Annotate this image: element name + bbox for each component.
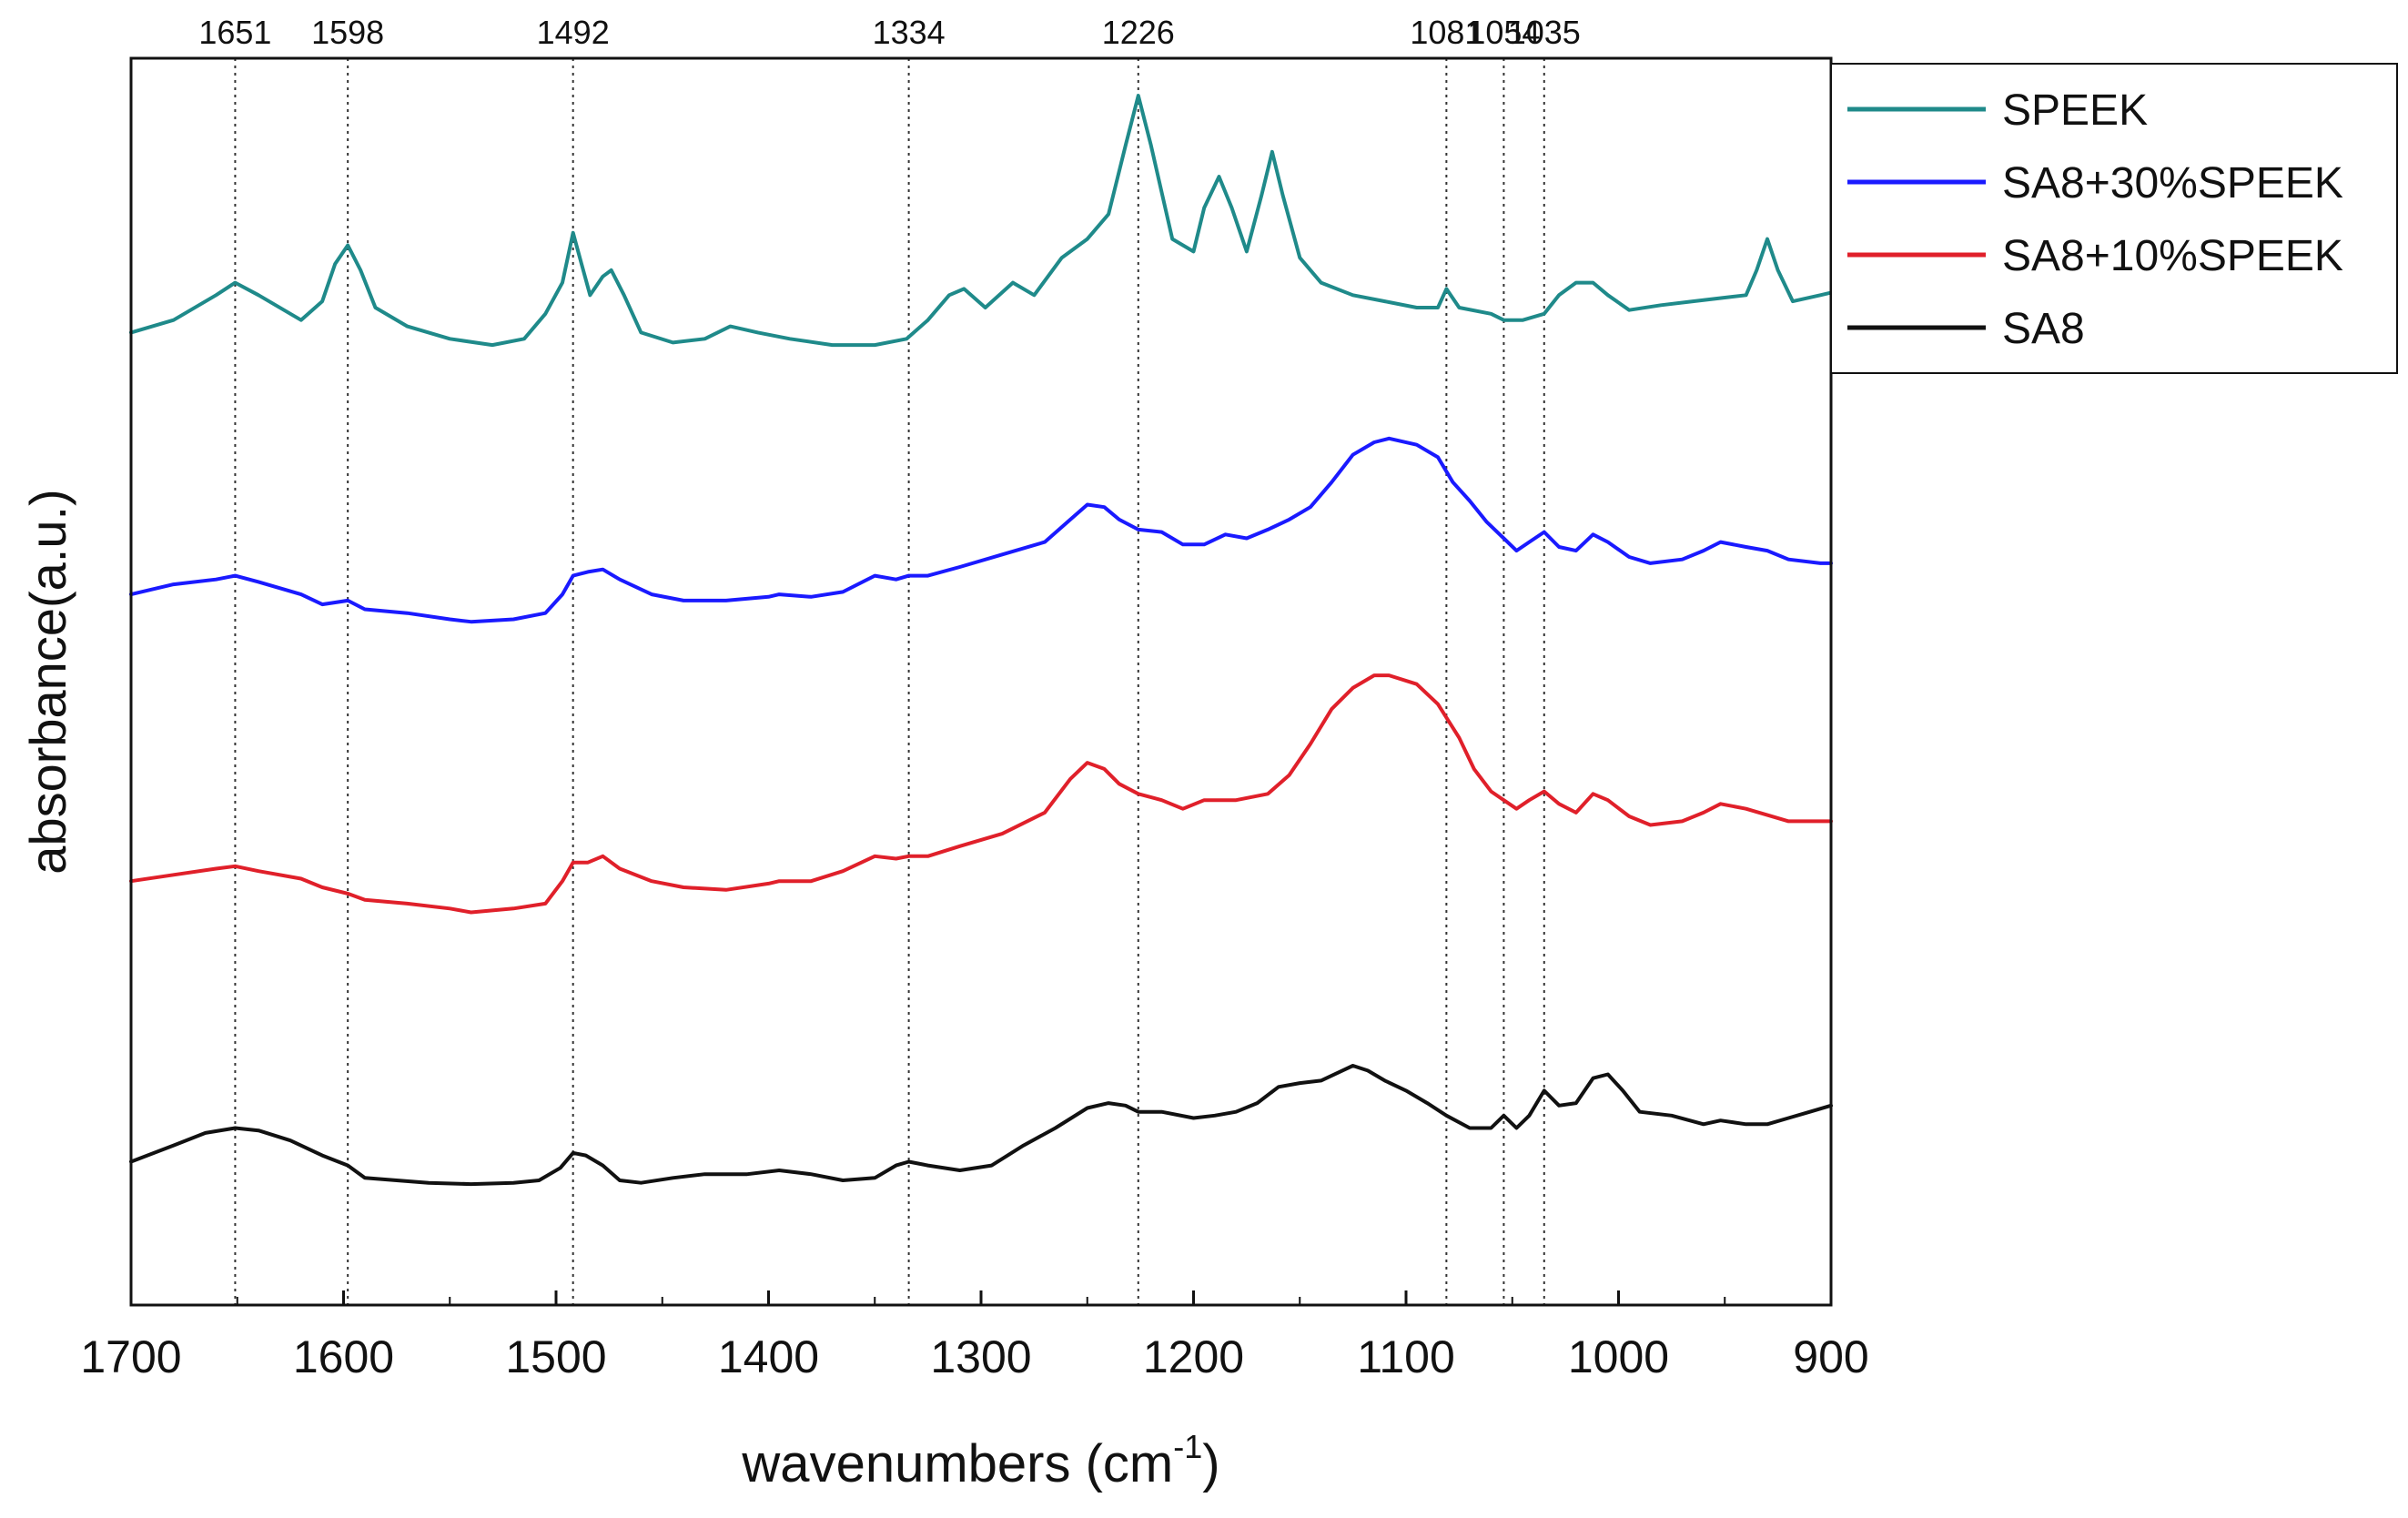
x-tick-label-900: 900 (1793, 1331, 1868, 1382)
x-tick-label-1700: 1700 (80, 1331, 181, 1382)
x-tick-label-1200: 1200 (1143, 1331, 1244, 1382)
y-axis-label: absorbance(a.u.) (19, 489, 76, 874)
plot-background (131, 58, 1831, 1305)
series-line-SA8+10%SPEEK (129, 673, 1833, 915)
reference-label-1226: 1226 (1102, 14, 1175, 51)
legend: SPEEK SA8+30%SPEEK SA8+10%SPEEK SA8 (1830, 63, 2398, 374)
reference-label-1651: 1651 (198, 14, 271, 51)
legend-label-SPEEK: SPEEK (2002, 86, 2148, 135)
x-axis-label-superscript: -1 (1173, 1428, 1202, 1465)
series-line-SA8 (129, 1064, 1833, 1187)
legend-box (1830, 63, 2398, 374)
reference-label-1035: 1035 (1508, 14, 1581, 51)
x-tick-label-1500: 1500 (505, 1331, 606, 1382)
x-tick-label-1400: 1400 (718, 1331, 819, 1382)
reference-label-1334: 1334 (873, 14, 946, 51)
reference-label-1054: 1054 (1467, 14, 1540, 51)
x-axis-label-close: ) (1202, 1434, 1219, 1493)
x-tick-label-1000: 1000 (1568, 1331, 1669, 1382)
legend-label-SA8: SA8 (2002, 305, 2085, 353)
x-tick-label-1100: 1100 (1357, 1331, 1455, 1382)
legend-label-SA8+30%SPEEK: SA8+30%SPEEK (2002, 159, 2343, 207)
reference-label-1492: 1492 (537, 14, 610, 51)
legend-label-SA8+10%SPEEK: SA8+10%SPEEK (2002, 232, 2343, 280)
x-axis-label-main: wavenumbers (cm (741, 1434, 1173, 1493)
x-ticks-group: 1700 1600 1500 1400 1300 1200 1100 1000 900 (80, 1290, 1869, 1382)
x-tick-label-1300: 1300 (930, 1331, 1031, 1382)
reference-label-1598: 1598 (311, 14, 384, 51)
reference-label-1081: 1081 (1410, 14, 1482, 51)
x-axis-label: wavenumbers (cm-1) (741, 1428, 1219, 1493)
series-line-SA8+30%SPEEK (129, 436, 1833, 624)
series-line-SPEEK (129, 94, 1833, 348)
series-group (129, 94, 1833, 1187)
x-tick-label-1600: 1600 (293, 1331, 394, 1382)
